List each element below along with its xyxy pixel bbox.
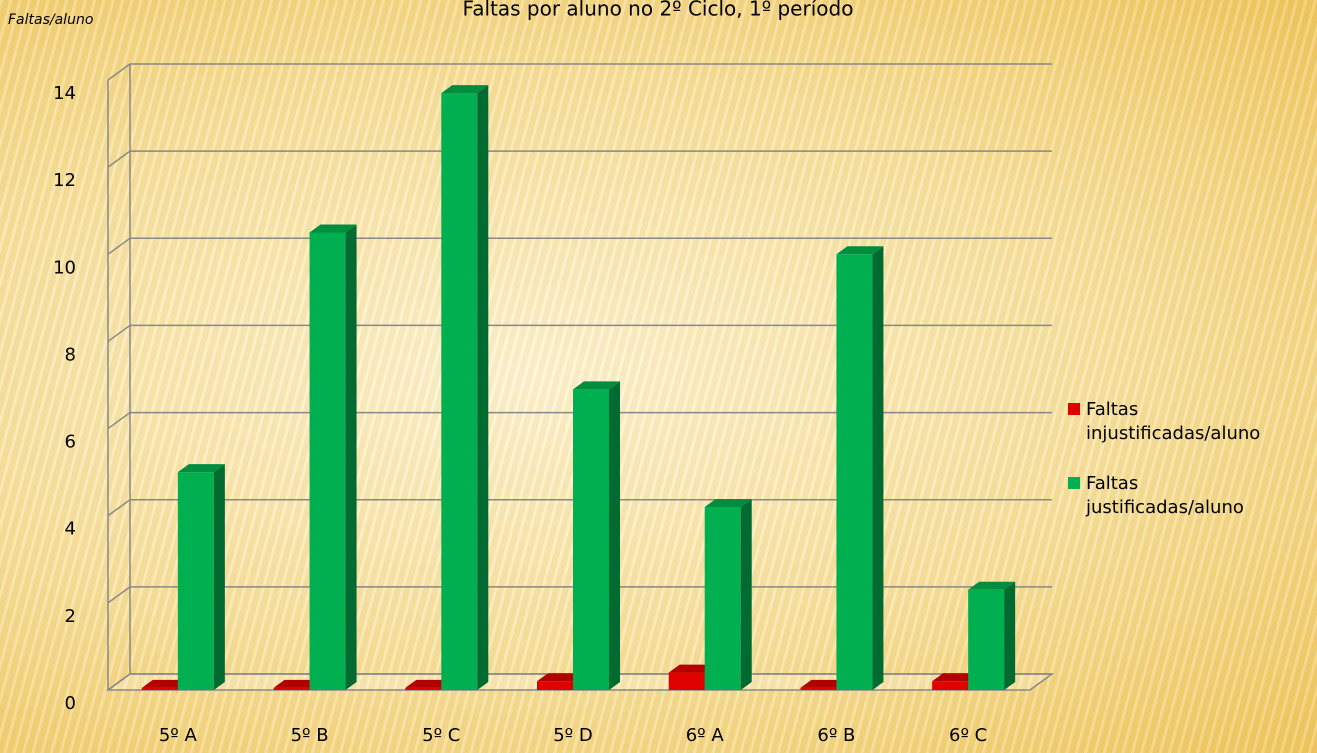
bar-top <box>573 381 620 390</box>
bar-side <box>1004 581 1016 690</box>
x-tick-label: 6º C <box>949 725 987 746</box>
legend-label: Faltas justificadas/aluno <box>1086 473 1244 518</box>
bar-top <box>177 464 225 473</box>
bar-top <box>800 679 848 688</box>
bar-front <box>537 681 573 690</box>
y-axis-label: Faltas/aluno <box>8 12 93 28</box>
bar-side <box>345 224 357 690</box>
bar-side <box>740 499 752 690</box>
bar-top <box>836 246 884 255</box>
bar <box>836 246 884 691</box>
legend-swatch <box>1068 477 1080 489</box>
bar <box>573 381 620 690</box>
bar-front <box>836 254 873 691</box>
bar-front <box>573 389 609 690</box>
legend-item: Faltas injustificadas/aluno <box>1068 398 1313 446</box>
bar <box>309 224 357 690</box>
bar-top <box>537 673 584 682</box>
bar-front <box>704 507 741 690</box>
x-tick-label: 5º D <box>553 725 593 746</box>
bar-top <box>141 679 189 688</box>
bar <box>704 499 752 690</box>
bar-front <box>441 93 478 691</box>
bar <box>441 85 489 691</box>
bar-side <box>477 85 489 691</box>
bar-side <box>872 246 884 691</box>
x-tick-label: 5º C <box>422 725 460 746</box>
bar-top <box>309 224 357 233</box>
bar-front <box>309 232 346 690</box>
y-tick-label: 14 <box>53 83 76 104</box>
y-tick-label: 12 <box>53 170 76 191</box>
grid-line <box>107 150 1052 168</box>
bar-front <box>141 687 178 690</box>
bar <box>177 464 225 690</box>
y-tick-label: 8 <box>65 344 76 365</box>
bar-front <box>800 687 837 690</box>
grid-line <box>107 237 1052 255</box>
grid-line <box>107 411 1052 430</box>
bar-front <box>405 687 442 690</box>
legend-label: Faltas injustificadas/aluno <box>1086 399 1261 444</box>
bar-front <box>273 687 310 690</box>
x-tick-label: 6º A <box>686 725 725 746</box>
bar-top <box>704 499 752 507</box>
y-tick-label: 0 <box>65 693 76 714</box>
legend: Faltas injustificadas/aluno Faltas justif… <box>1068 398 1313 546</box>
bar-top <box>968 581 1016 590</box>
bar-top <box>441 85 489 94</box>
chart-title: Faltas por aluno no 2º Ciclo, 1º período <box>463 0 854 21</box>
x-tick-label: 5º A <box>159 725 198 746</box>
y-tick-label: 2 <box>65 606 76 627</box>
bar-top <box>273 679 321 688</box>
y-tick-label: 6 <box>65 432 76 453</box>
grid-line <box>107 63 1052 81</box>
bar-front <box>668 672 705 690</box>
x-tick-label: 6º B <box>817 725 855 746</box>
bar-top <box>405 679 453 688</box>
grid-line <box>107 324 1052 343</box>
bar-side <box>609 381 620 690</box>
y-tick-label: 4 <box>65 519 76 540</box>
bar <box>968 581 1016 690</box>
bar-front <box>177 472 214 690</box>
bar-top <box>932 673 980 682</box>
legend-swatch <box>1068 403 1080 415</box>
bar-side <box>213 464 225 690</box>
x-tick-label: 5º B <box>291 725 329 746</box>
legend-item: Faltas justificadas/aluno <box>1068 472 1313 520</box>
bar-front <box>932 681 969 690</box>
bar-front <box>968 589 1005 690</box>
bar-top <box>668 664 716 673</box>
y-tick-label: 10 <box>53 257 76 278</box>
